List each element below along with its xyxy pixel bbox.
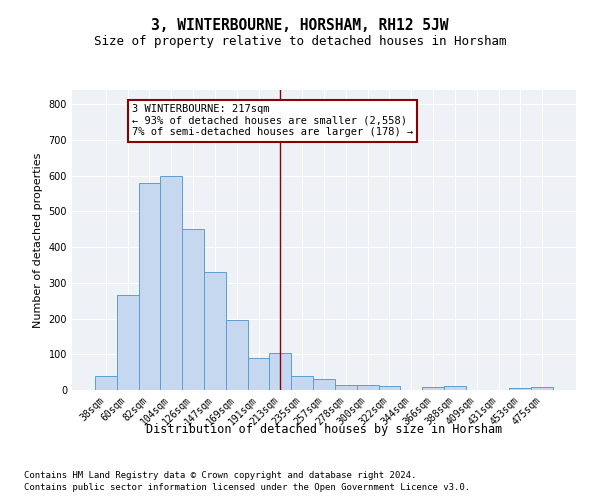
Text: 3 WINTERBOURNE: 217sqm
← 93% of detached houses are smaller (2,558)
7% of semi-d: 3 WINTERBOURNE: 217sqm ← 93% of detached…: [132, 104, 413, 138]
Bar: [139, 183, 160, 390]
Text: Size of property relative to detached houses in Horsham: Size of property relative to detached ho…: [94, 35, 506, 48]
Text: Contains public sector information licensed under the Open Government Licence v3: Contains public sector information licen…: [24, 483, 470, 492]
Bar: [160, 176, 182, 390]
Bar: [379, 386, 400, 390]
Bar: [531, 387, 553, 390]
Bar: [313, 378, 335, 390]
Bar: [226, 320, 248, 390]
Bar: [117, 296, 139, 390]
Bar: [444, 386, 466, 390]
Bar: [291, 376, 313, 390]
Bar: [335, 384, 357, 390]
Text: Distribution of detached houses by size in Horsham: Distribution of detached houses by size …: [146, 422, 502, 436]
Bar: [509, 388, 531, 390]
Bar: [182, 230, 204, 390]
Text: 3, WINTERBOURNE, HORSHAM, RH12 5JW: 3, WINTERBOURNE, HORSHAM, RH12 5JW: [151, 18, 449, 32]
Bar: [95, 376, 117, 390]
Bar: [357, 384, 379, 390]
Bar: [248, 358, 269, 390]
Text: Contains HM Land Registry data © Crown copyright and database right 2024.: Contains HM Land Registry data © Crown c…: [24, 470, 416, 480]
Bar: [422, 387, 444, 390]
Bar: [204, 272, 226, 390]
Y-axis label: Number of detached properties: Number of detached properties: [33, 152, 43, 328]
Bar: [269, 353, 291, 390]
